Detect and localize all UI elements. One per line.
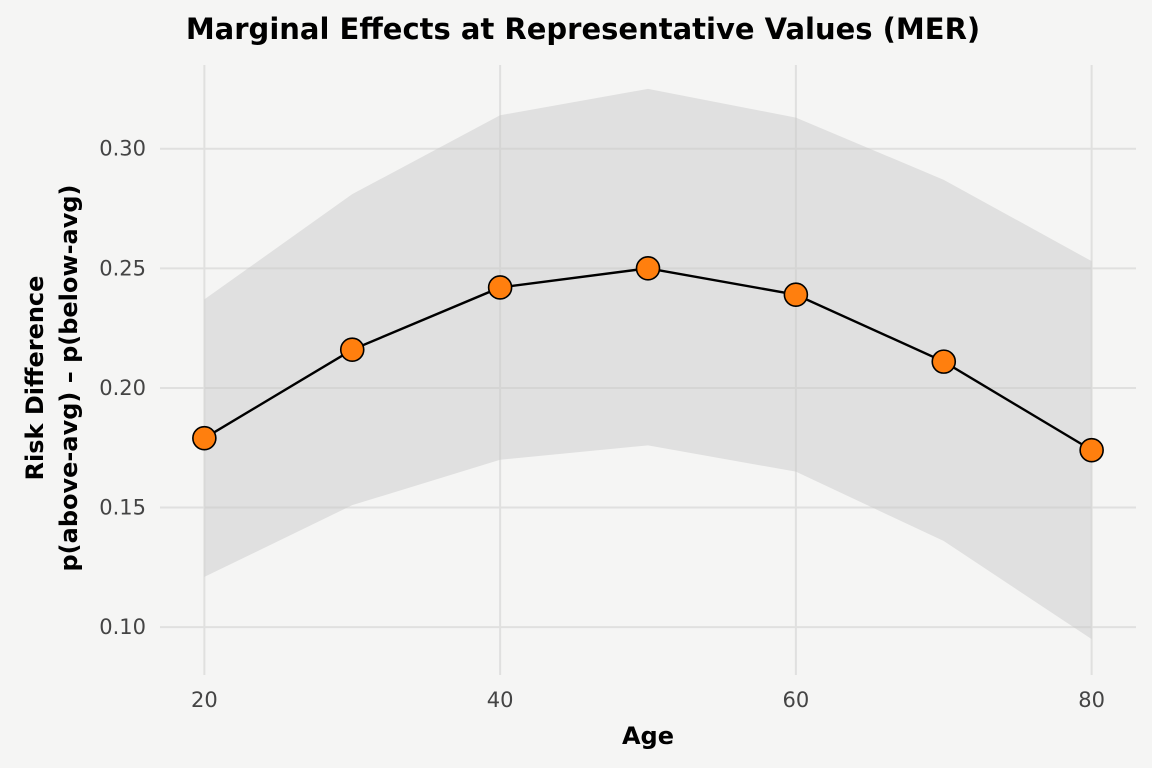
data-point (192, 425, 217, 451)
y-tick-label: 0.10 (99, 615, 146, 639)
x-axis-ticks: 20 40 60 80 (191, 688, 1105, 712)
x-axis-title: Age (622, 722, 674, 750)
y-tick-label: 0.20 (99, 376, 146, 400)
y-axis-ticks: 0.10 0.15 0.20 0.25 0.30 (99, 137, 146, 639)
y-tick-label: 0.30 (99, 137, 146, 161)
y-axis-title-line-1: Risk Difference (21, 276, 49, 481)
y-axis-title-line-2: p(above-avg) – p(below-avg) (55, 184, 83, 571)
x-tick-label: 60 (783, 688, 810, 712)
grid (160, 65, 1136, 675)
data-point (1079, 437, 1104, 463)
data-point (635, 256, 661, 281)
data-point (931, 349, 957, 374)
chart-title: Marginal Effects at Representative Value… (186, 12, 980, 46)
y-tick-label: 0.25 (99, 256, 146, 280)
data-point (783, 282, 809, 307)
x-tick-label: 40 (487, 688, 514, 712)
x-tick-label: 80 (1078, 688, 1105, 712)
y-tick-label: 0.15 (99, 496, 146, 520)
confidence-band-group (204, 88, 1092, 640)
data-point (487, 275, 513, 300)
x-tick-label: 20 (191, 688, 218, 712)
data-points (192, 256, 1104, 463)
data-point (339, 337, 365, 362)
confidence-band (204, 88, 1092, 640)
